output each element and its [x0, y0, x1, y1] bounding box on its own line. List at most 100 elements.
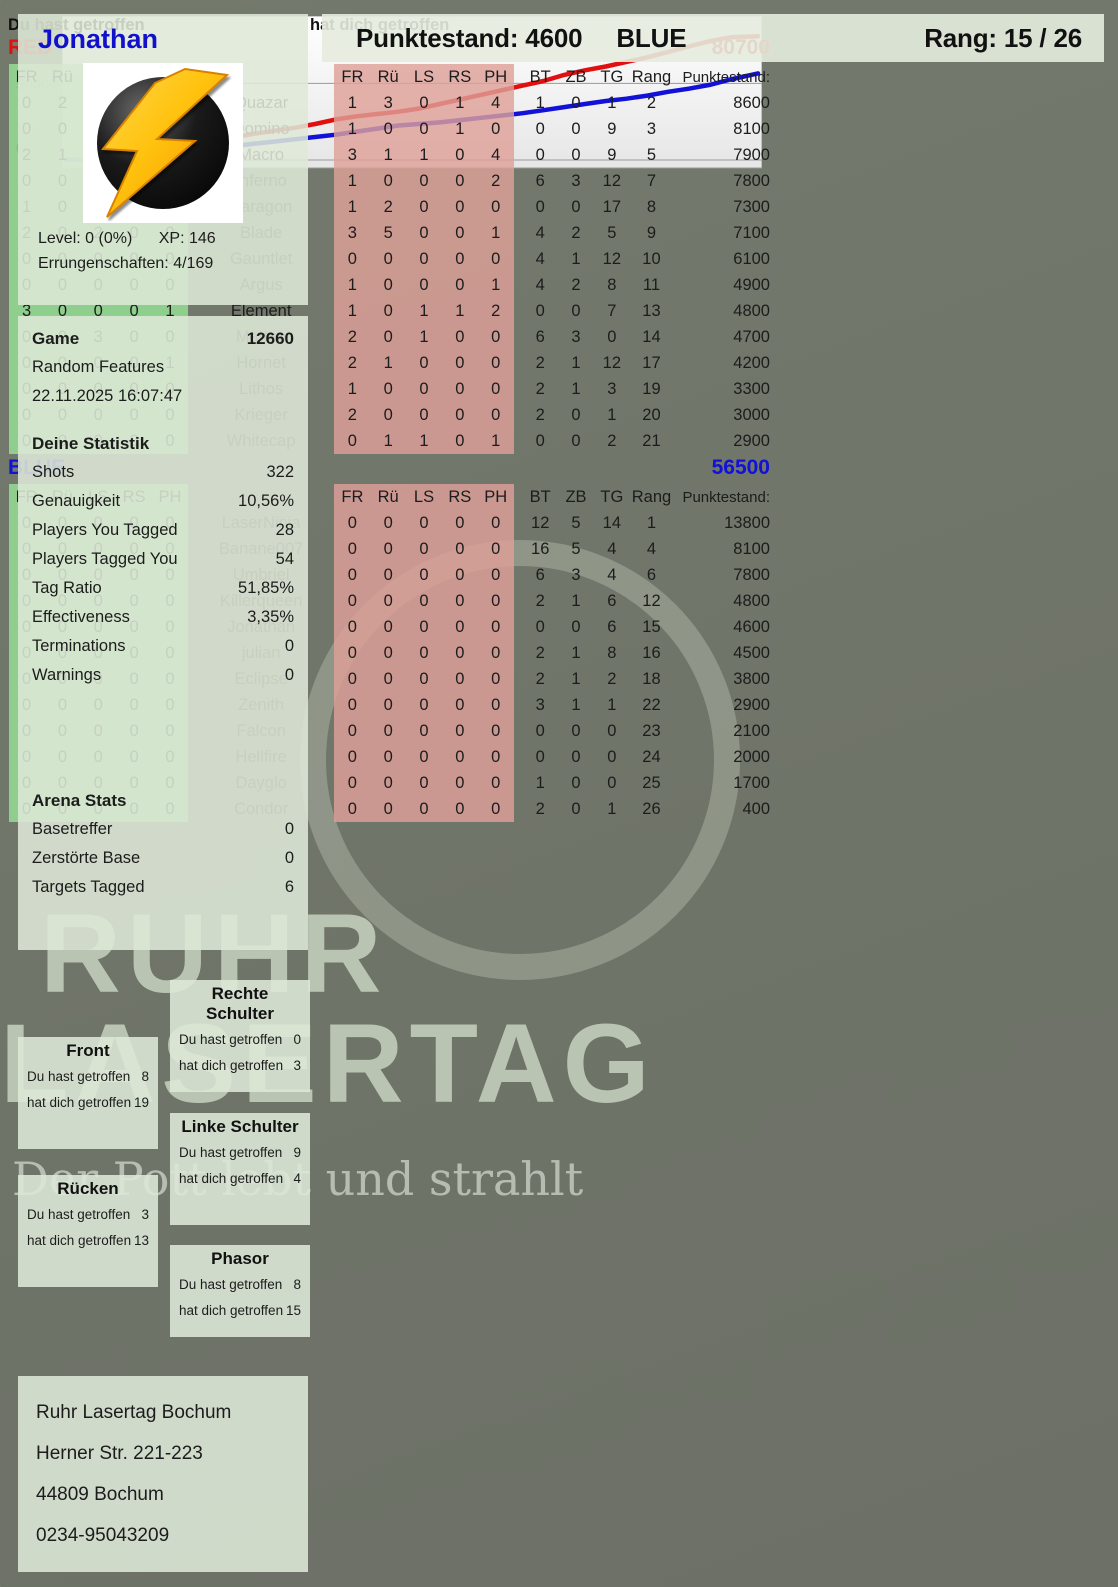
cell-them-LS: 1: [406, 428, 442, 454]
bodypart-hit-you-row: hat dich getroffen 19: [27, 1090, 149, 1116]
spacer-cell: [0, 428, 9, 454]
cell-BT: 12: [531, 513, 550, 532]
spacer-cell: [514, 350, 523, 376]
cell-them-Rü: 2: [370, 194, 407, 220]
cell-them-RS: 0: [441, 640, 478, 666]
arena-stat-row: Targets Tagged 6: [32, 873, 294, 902]
cell-ZB: 0: [571, 197, 581, 216]
cell-ZB: 0: [571, 93, 581, 112]
bodypart-box-back: Rücken Du hast getroffen 3 hat dich getroff…: [18, 1175, 158, 1287]
cell-ZB: 3: [571, 565, 581, 584]
cell-them-LS: 0: [406, 562, 442, 588]
spacer-cell: [514, 116, 523, 142]
col-header-Rang: Rang: [631, 487, 672, 506]
spacer-cell: [0, 666, 9, 692]
cell-score: 4600: [733, 617, 770, 636]
cell-Rang: 16: [642, 643, 661, 662]
cell-TG: 8: [607, 643, 617, 662]
cell-TG: 1: [607, 695, 617, 714]
cell-them-Rü: 0: [370, 324, 407, 350]
cell-them-FR: 0: [334, 796, 371, 822]
col-header-them-FR: FR: [334, 484, 371, 510]
spacer-cell: [0, 324, 9, 350]
bodypart-title: Linke Schulter: [181, 1117, 299, 1136]
cell-score: 4500: [733, 643, 770, 662]
col-header-them-FR: FR: [334, 64, 371, 90]
cell-TG: 1: [607, 799, 617, 818]
cell-score: 3800: [733, 669, 770, 688]
cell-score: 7900: [733, 145, 770, 164]
bodypart-hit-you-value: 19: [133, 1095, 149, 1110]
cell-BT: 3: [535, 695, 545, 714]
spacer-cell: [0, 298, 9, 324]
spacer: [32, 411, 294, 429]
spacer-cell: [514, 168, 523, 194]
spacer-cell: [514, 376, 523, 402]
cell-them-FR: 0: [334, 770, 371, 796]
bodypart-title: Rechte Schulter: [205, 984, 275, 1023]
cell-Rang: 11: [642, 275, 661, 294]
cell-them-PH: 0: [477, 796, 514, 822]
game-label: Game: [32, 329, 80, 348]
cell-BT: 2: [535, 591, 545, 610]
col-header-Rang: Rang: [631, 67, 672, 86]
col-header-them-Rü: Rü: [370, 64, 407, 90]
stat-value: 6: [284, 878, 294, 896]
cell-them-FR: 1: [334, 272, 371, 298]
cell-them-LS: 0: [406, 796, 442, 822]
cell-them-LS: 0: [406, 350, 442, 376]
cell-them-FR: 2: [334, 402, 371, 428]
cell-them-Rü: 1: [370, 428, 407, 454]
cell-them-PH: 0: [477, 510, 514, 536]
bodypart-box-left-shoulder: Linke Schulter Du hast getroffen 9 hat dich…: [170, 1113, 310, 1225]
cell-TG: 2: [607, 431, 617, 450]
spacer: [32, 690, 294, 786]
cell-them-LS: 0: [406, 640, 442, 666]
cell-them-Rü: 0: [370, 562, 407, 588]
cell-them-PH: 0: [477, 350, 514, 376]
cell-them-Rü: 0: [370, 510, 407, 536]
cell-them-Rü: 5: [370, 220, 407, 246]
player-profile-card: Jonathan Level: 0 (0%) XP: 146 Errungens…: [18, 14, 308, 305]
cell-them-RS: 0: [441, 246, 478, 272]
cell-them-PH: 0: [477, 770, 514, 796]
cell-BT: 2: [535, 643, 545, 662]
game-time-row: 22.11.2025 16:07:47: [32, 382, 294, 411]
cell-them-RS: 0: [441, 692, 478, 718]
spacer-cell: [0, 510, 9, 536]
cell-Rang: 19: [642, 379, 661, 398]
cell-them-PH: 0: [477, 562, 514, 588]
cell-score: 4900: [733, 275, 770, 294]
cell-them-FR: 0: [334, 562, 371, 588]
bodypart-you-hit-row: Du hast getroffen 8: [179, 1272, 301, 1298]
col-header-them-PH: PH: [477, 64, 514, 90]
header-rank: Rang: 15 / 26: [924, 22, 1082, 53]
cell-score: 4800: [733, 301, 770, 320]
stat-label: Zerstörte Base: [32, 849, 141, 867]
cell-them-RS: 0: [441, 376, 478, 402]
cell-them-PH: 0: [477, 324, 514, 350]
cell-them-LS: 0: [406, 168, 442, 194]
cell-them-LS: 1: [406, 324, 442, 350]
bodypart-you-hit-label: Du hast getroffen: [179, 1032, 283, 1047]
cell-them-LS: 0: [406, 770, 442, 796]
bodypart-hit-you-label: hat dich getroffen: [27, 1233, 132, 1248]
cell-BT: 6: [535, 171, 545, 190]
cell-ZB: 3: [571, 171, 581, 190]
cell-them-RS: 0: [441, 588, 478, 614]
cell-Rang: 5: [646, 145, 657, 164]
lightning-bolt-icon: [101, 67, 229, 218]
cell-them-RS: 0: [441, 142, 478, 168]
cell-score: 3300: [733, 379, 770, 398]
bodypart-hit-you-row: hat dich getroffen 3: [179, 1053, 301, 1079]
cell-them-PH: 1: [477, 272, 514, 298]
stats-card: Game 12660 Random Features 22.11.2025 16…: [18, 316, 308, 950]
cell-Rang: 25: [642, 773, 661, 792]
cell-Rang: 1: [646, 513, 657, 532]
cell-them-FR: 0: [334, 744, 371, 770]
stat-label: Players You Tagged: [32, 521, 178, 539]
arena-stats-list: Basetreffer 0 Zerstörte Base 0 Targets Tagge…: [32, 815, 294, 902]
stat-row: Effectiveness 3,35%: [32, 603, 294, 632]
spacer-cell: [514, 272, 523, 298]
cell-BT: 0: [535, 119, 545, 138]
